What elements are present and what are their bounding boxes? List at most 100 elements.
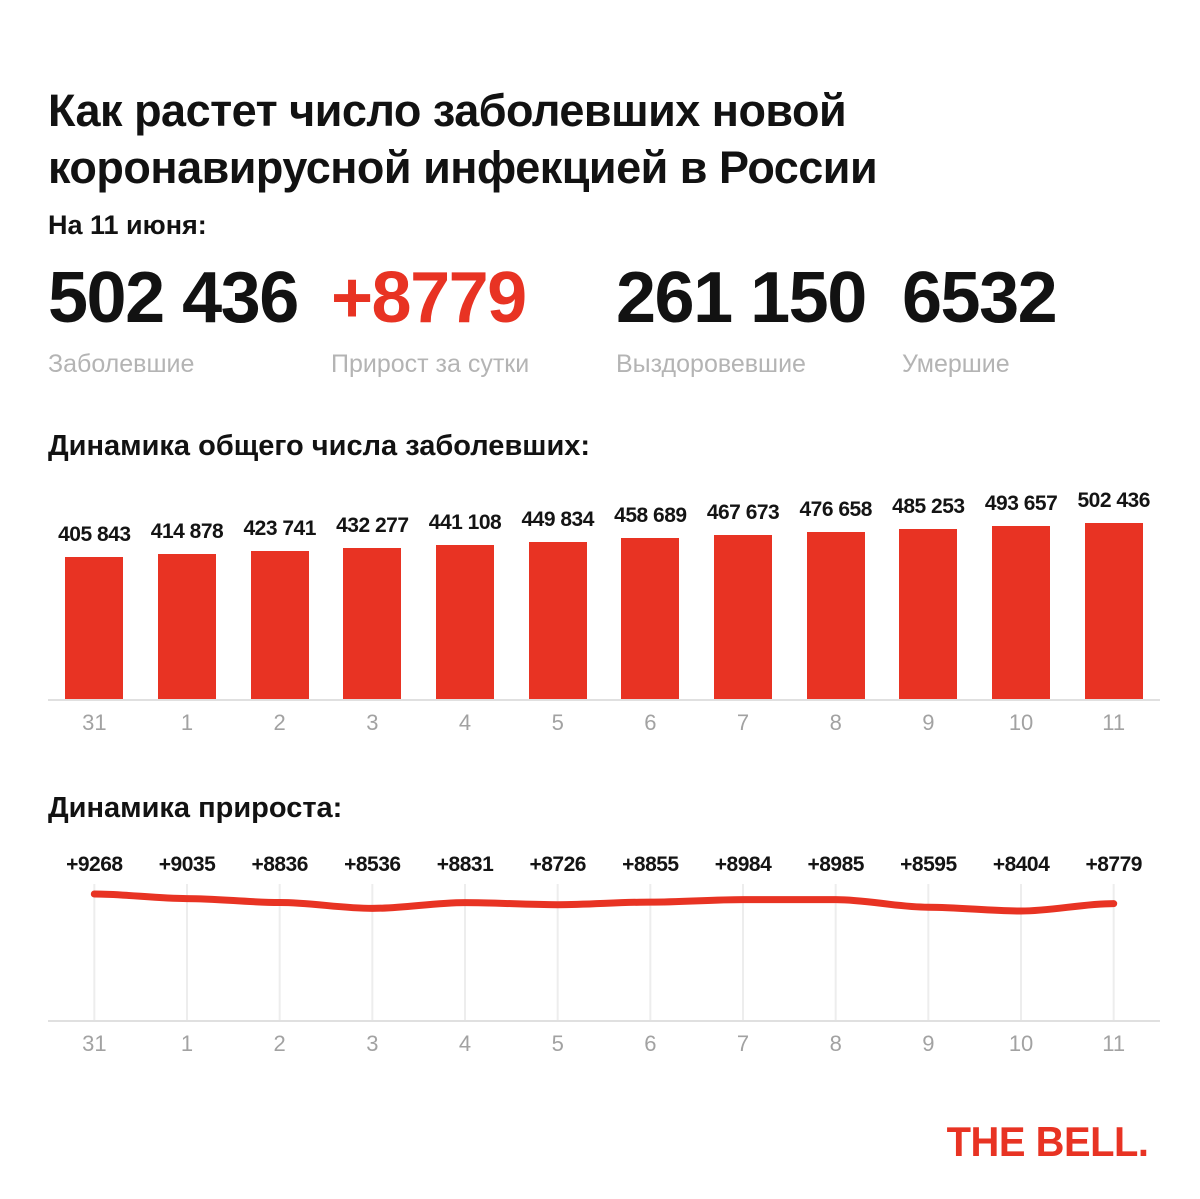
line-value-label: +9035 (158, 853, 216, 876)
bar (528, 542, 587, 700)
x-tick-label: 3 (366, 710, 379, 735)
x-tick-label: 11 (1102, 710, 1126, 735)
bar (806, 532, 865, 700)
stat-deaths-value: 6532 (902, 258, 1058, 338)
page-title-line1: Как растет число заболевших новой (48, 85, 847, 137)
bar-value-label: 423 741 (243, 517, 316, 540)
x-tick-label: 31 (82, 710, 107, 735)
bar-chart-baseline (48, 699, 1160, 701)
line-value-label: +8595 (900, 853, 957, 876)
line-chart-x-axis: 31 1 2 3 4 5 6 7 8 9 10 11 (48, 1031, 1160, 1057)
x-tick-label: 8 (829, 1031, 842, 1056)
stat-deaths: 6532 Умершие (902, 262, 1160, 379)
x-tick-label: 5 (551, 710, 564, 735)
bar-value-label: 458 689 (614, 504, 687, 527)
line-value-label: +8855 (622, 853, 679, 876)
growth-line (90, 890, 1118, 915)
x-tick-label: 6 (644, 710, 657, 735)
bar-slot: 467 673 (697, 488, 790, 700)
x-tick-label: 10 (1008, 710, 1034, 735)
line-value-label: +8779 (1085, 853, 1142, 876)
stat-infected-value: 502 436 (48, 258, 299, 338)
bar (250, 551, 309, 700)
x-tick-label: 6 (644, 1031, 657, 1056)
bar (65, 557, 124, 700)
bar-slot: 485 253 (882, 488, 975, 700)
bar-value-label: 405 843 (58, 523, 131, 546)
x-tick-label: 1 (180, 1031, 194, 1056)
stat-recovered: 261 150 Выздоровевшие (616, 262, 902, 379)
bar-value-label: 476 658 (799, 498, 872, 521)
x-tick-label: 4 (458, 1031, 472, 1056)
stat-daily-increase-value: +8779 (331, 258, 527, 338)
bar-value-label: 493 657 (984, 492, 1058, 515)
line-chart-value-labels: +9268 +9035 +8836 +8536 +8831 +8726 +8855 +8984… (48, 853, 1160, 877)
page-title: Как растет число заболевших новой корона… (48, 82, 1048, 196)
stat-infected: 502 436 Заболевшие (48, 262, 331, 379)
page-title-line2: коронавирусной инфекцией в России (48, 142, 878, 194)
bar-value-label: 449 834 (521, 508, 594, 531)
bar-slot: 449 834 (511, 488, 604, 700)
x-tick-label: 7 (736, 1031, 750, 1056)
line-value-label: +8985 (807, 853, 864, 876)
line-chart (90, 884, 1118, 1022)
bar-slot: 476 658 (789, 488, 882, 700)
bar-slot: 458 689 (604, 488, 697, 700)
bar-slot: 405 843 (48, 488, 141, 700)
x-tick-label: 8 (829, 710, 842, 735)
line-chart-title: Динамика прироста: (48, 792, 343, 824)
x-tick-label: 9 (922, 710, 935, 735)
line-value-label: +8836 (251, 853, 308, 876)
stat-deaths-label: Умершие (902, 350, 1010, 378)
bar-chart-title: Динамика общего числа заболевших: (48, 430, 591, 462)
line-value-label: +9268 (66, 853, 123, 876)
stat-daily-increase-label: Прирост за сутки (331, 350, 530, 378)
bar-value-label: 441 108 (428, 511, 502, 534)
x-tick-label: 4 (458, 710, 472, 735)
line-value-label: +8984 (714, 853, 772, 876)
x-tick-label: 5 (551, 1031, 564, 1056)
bar (714, 535, 773, 700)
bar-slot: 423 741 (233, 488, 326, 700)
bar-value-label: 432 277 (336, 514, 409, 537)
bar (343, 548, 402, 700)
line-chart-baseline (48, 1020, 1160, 1022)
summary-stats: 502 436 Заболевшие +8779 Прирост за сутк… (48, 262, 1160, 379)
bar (899, 529, 958, 700)
bar (992, 526, 1051, 700)
bar (436, 545, 495, 700)
bar-value-label: 502 436 (1077, 489, 1151, 512)
bar-value-label: 414 878 (150, 520, 224, 543)
bar-slot: 502 436 (1067, 488, 1160, 700)
stat-recovered-label: Выздоровевшие (616, 350, 806, 378)
bar-chart: 405 843 414 878 423 741 432 277 441 108 449 8… (48, 488, 1160, 700)
bar-slot: 493 657 (975, 488, 1068, 700)
x-tick-label: 9 (922, 1031, 935, 1056)
x-tick-label: 1 (180, 710, 194, 735)
as-of-date: На 11 июня: (48, 210, 207, 240)
brand-logo: THE BELL. (946, 1118, 1148, 1165)
bar-value-label: 467 673 (706, 501, 780, 524)
x-tick-label: 2 (273, 1031, 286, 1056)
bar-value-label: 485 253 (892, 495, 965, 518)
bar (158, 554, 216, 700)
x-tick-label: 11 (1102, 1031, 1126, 1056)
x-tick-label: 10 (1008, 1031, 1034, 1056)
x-tick-label: 2 (273, 710, 286, 735)
line-value-label: +8831 (436, 853, 494, 876)
line-value-label: +8726 (529, 853, 586, 876)
bar (1084, 523, 1143, 700)
bar-slot: 432 277 (326, 488, 419, 700)
x-tick-label: 7 (736, 710, 750, 735)
line-value-label: +8404 (992, 853, 1050, 876)
x-tick-label: 31 (82, 1031, 107, 1056)
x-tick-label: 3 (366, 1031, 379, 1056)
line-value-label: +8536 (344, 853, 401, 876)
bar-slot: 414 878 (141, 488, 234, 700)
stat-recovered-value: 261 150 (616, 258, 867, 338)
bar-chart-x-axis: 31 1 2 3 4 5 6 7 8 9 10 11 (48, 710, 1160, 736)
bar-slot: 441 108 (419, 488, 512, 700)
stat-daily-increase: +8779 Прирост за сутки (331, 262, 616, 379)
stat-infected-label: Заболевшие (48, 350, 195, 378)
